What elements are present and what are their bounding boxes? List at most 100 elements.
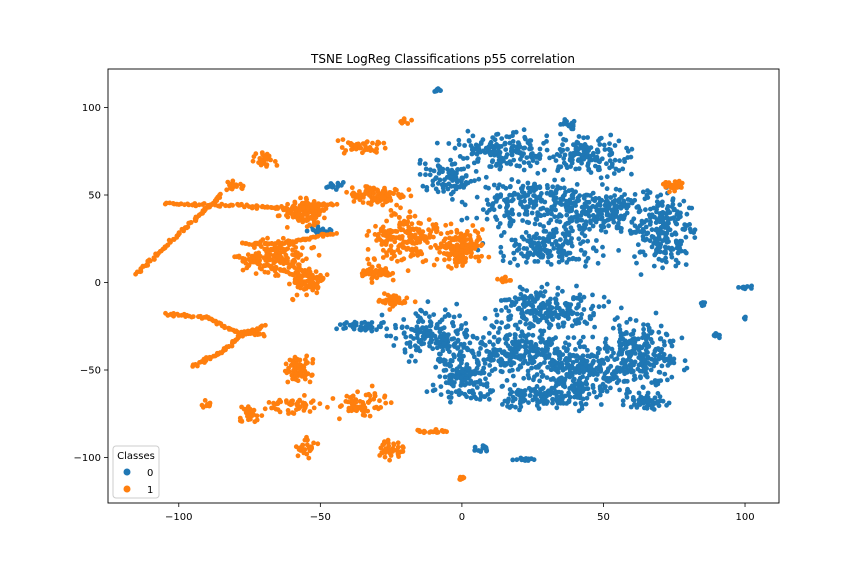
- point-series-0: [583, 379, 589, 385]
- point-series-0: [487, 372, 492, 377]
- point-series-0: [438, 384, 444, 389]
- point-series-0: [679, 335, 685, 341]
- point-series-0: [608, 385, 613, 391]
- point-series-0: [467, 381, 472, 386]
- y-tick-label: −50: [80, 366, 101, 377]
- point-series-1: [299, 279, 304, 285]
- point-series-1: [372, 391, 378, 396]
- point-series-0: [449, 358, 455, 364]
- point-series-0: [649, 380, 655, 385]
- point-series-0: [520, 389, 526, 394]
- point-series-1: [480, 227, 485, 232]
- point-series-0: [598, 207, 604, 213]
- point-series-1: [318, 276, 323, 282]
- point-series-1: [305, 360, 310, 366]
- point-series-1: [199, 402, 205, 408]
- point-series-0: [537, 378, 542, 384]
- point-series-0: [622, 341, 627, 347]
- point-series-0: [535, 170, 541, 176]
- point-series-0: [560, 231, 566, 237]
- point-series-1: [390, 277, 396, 283]
- point-series-0: [441, 341, 447, 346]
- point-series-0: [548, 253, 554, 259]
- point-series-0: [492, 366, 498, 372]
- point-series-0: [514, 390, 519, 395]
- point-series-0: [617, 187, 623, 193]
- point-series-1: [437, 249, 443, 255]
- point-series-0: [651, 363, 657, 369]
- point-series-0: [638, 272, 644, 277]
- point-series-0: [662, 342, 667, 348]
- point-series-1: [294, 407, 299, 412]
- point-series-0: [583, 219, 589, 225]
- point-series-0: [515, 140, 521, 146]
- point-series-0: [521, 236, 527, 242]
- point-series-0: [564, 230, 570, 236]
- point-series-1: [330, 396, 336, 401]
- point-series-1: [275, 206, 281, 211]
- point-series-0: [391, 343, 397, 348]
- point-series-0: [632, 229, 638, 235]
- point-series-1: [394, 187, 399, 193]
- point-series-0: [658, 378, 664, 383]
- point-series-0: [427, 314, 432, 320]
- point-series-0: [549, 316, 555, 321]
- point-series-1: [314, 290, 320, 296]
- point-series-0: [584, 321, 590, 326]
- point-series-0: [606, 345, 611, 351]
- point-series-0: [440, 185, 446, 191]
- point-series-0: [628, 358, 634, 364]
- point-series-0: [645, 322, 651, 328]
- point-series-0: [645, 355, 651, 361]
- point-series-0: [571, 366, 577, 372]
- point-series-0: [541, 242, 547, 248]
- point-series-1: [203, 355, 209, 360]
- point-series-0: [581, 227, 586, 232]
- point-series-0: [483, 376, 488, 382]
- point-series-0: [657, 347, 662, 353]
- point-series-0: [511, 157, 517, 163]
- point-series-1: [313, 269, 319, 274]
- point-series-0: [649, 329, 655, 335]
- point-series-0: [521, 253, 527, 259]
- point-series-0: [425, 299, 431, 305]
- point-series-0: [499, 320, 504, 325]
- point-series-0: [524, 155, 530, 161]
- point-series-0: [474, 385, 480, 390]
- point-series-0: [656, 353, 662, 358]
- point-series-0: [511, 250, 517, 256]
- point-series-1: [385, 292, 391, 298]
- point-series-1: [257, 331, 262, 337]
- point-series-0: [554, 346, 560, 352]
- point-series-0: [533, 290, 539, 296]
- point-series-1: [365, 256, 371, 262]
- point-series-0: [612, 193, 617, 199]
- point-series-0: [546, 325, 552, 331]
- point-series-0: [453, 389, 459, 395]
- point-series-0: [598, 402, 604, 407]
- point-series-1: [383, 270, 388, 275]
- point-series-0: [614, 356, 620, 362]
- point-series-0: [472, 371, 478, 377]
- point-series-0: [642, 237, 648, 243]
- point-series-1: [380, 190, 386, 195]
- point-series-0: [549, 362, 554, 368]
- point-series-1: [373, 223, 378, 229]
- point-series-1: [379, 269, 384, 275]
- point-series-0: [430, 388, 436, 394]
- point-series-0: [574, 182, 580, 187]
- point-series-0: [454, 301, 460, 307]
- point-series-0: [474, 396, 479, 402]
- point-series-0: [633, 318, 639, 323]
- point-series-0: [612, 157, 618, 163]
- point-series-0: [544, 207, 550, 213]
- point-series-1: [351, 199, 357, 204]
- point-series-0: [649, 244, 655, 250]
- point-series-0: [501, 253, 506, 259]
- point-series-1: [240, 267, 246, 273]
- point-series-1: [310, 360, 315, 366]
- point-series-1: [276, 213, 282, 219]
- point-series-1: [369, 276, 375, 282]
- point-series-0: [563, 137, 569, 143]
- point-series-0: [608, 132, 614, 138]
